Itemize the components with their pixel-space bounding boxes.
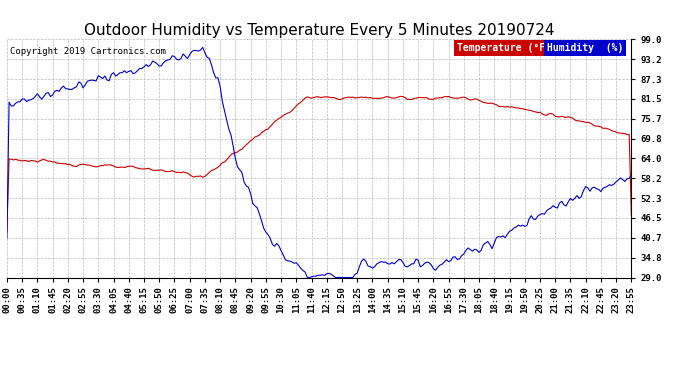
Text: Humidity  (%): Humidity (%) xyxy=(547,43,624,53)
Title: Outdoor Humidity vs Temperature Every 5 Minutes 20190724: Outdoor Humidity vs Temperature Every 5 … xyxy=(84,23,554,38)
Text: Temperature (°F): Temperature (°F) xyxy=(457,43,551,53)
Text: Copyright 2019 Cartronics.com: Copyright 2019 Cartronics.com xyxy=(10,46,166,56)
